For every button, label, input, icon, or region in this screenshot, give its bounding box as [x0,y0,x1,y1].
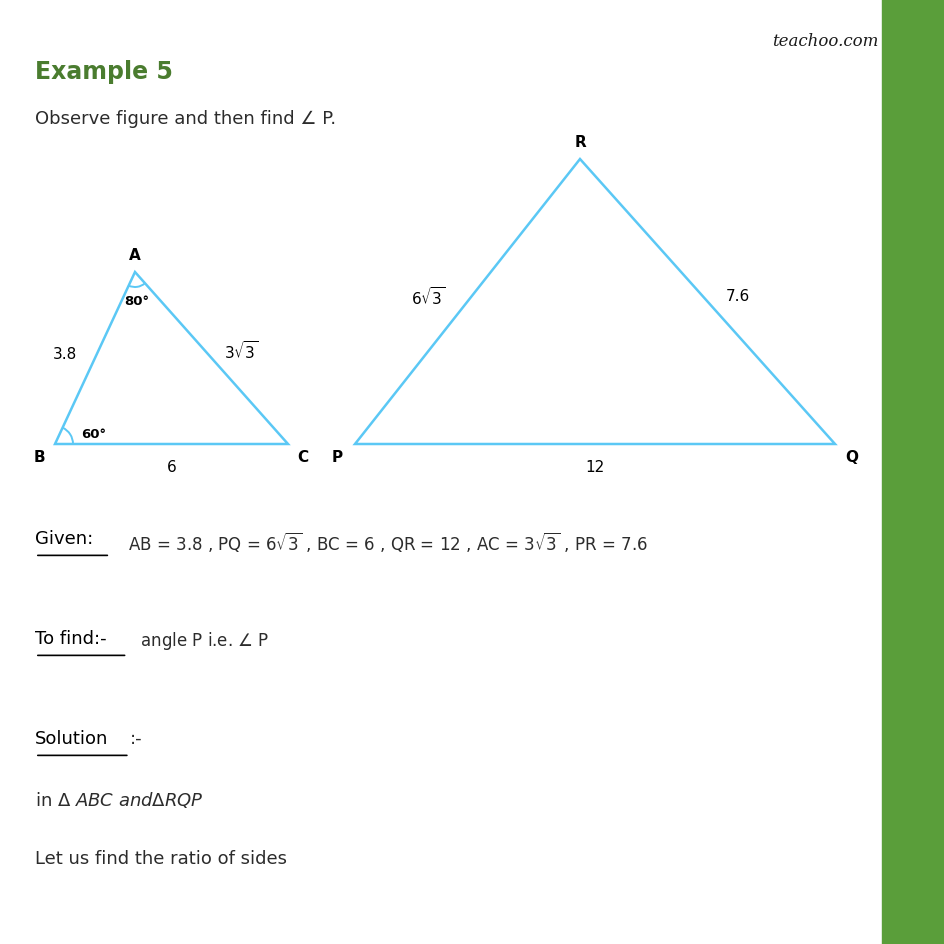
Text: 7.6: 7.6 [725,289,749,304]
Text: Let us find the ratio of sides: Let us find the ratio of sides [35,849,287,868]
Text: Solution: Solution [35,729,109,748]
Text: To find:-: To find:- [35,630,107,648]
Text: Example 5: Example 5 [35,59,173,84]
Text: C: C [296,449,308,464]
Text: A: A [129,247,141,262]
Text: P: P [331,449,343,464]
Text: Q: Q [844,449,857,464]
Text: Observe figure and then find ∠ P.: Observe figure and then find ∠ P. [35,110,336,127]
Text: 12: 12 [584,460,604,475]
Text: 6: 6 [166,460,177,475]
Text: Given:: Given: [35,530,93,548]
Text: $3\sqrt{3}$: $3\sqrt{3}$ [224,340,258,362]
Text: angle P i.e. $\angle$ P: angle P i.e. $\angle$ P [135,630,270,651]
Text: $6\sqrt{3}$: $6\sqrt{3}$ [411,285,445,307]
Text: 60°: 60° [81,428,106,441]
Bar [881,0,944,944]
Text: :-: :- [129,729,143,748]
Text: 3.8: 3.8 [53,347,76,362]
Text: AB = 3.8 , PQ = $6\sqrt{3}$ , BC = 6 , QR = 12 , AC = $3\sqrt{3}$ , PR = 7.6: AB = 3.8 , PQ = $6\sqrt{3}$ , BC = 6 , Q… [118,530,648,553]
Text: in $\Delta$ $\it{ABC}$ $\it{and}$$\Delta$$\it{RQP}$: in $\Delta$ $\it{ABC}$ $\it{and}$$\Delta… [35,789,204,809]
Text: teachoo.com: teachoo.com [771,33,877,50]
Text: B: B [33,449,45,464]
Text: 80°: 80° [125,295,149,308]
Text: R: R [574,135,585,150]
